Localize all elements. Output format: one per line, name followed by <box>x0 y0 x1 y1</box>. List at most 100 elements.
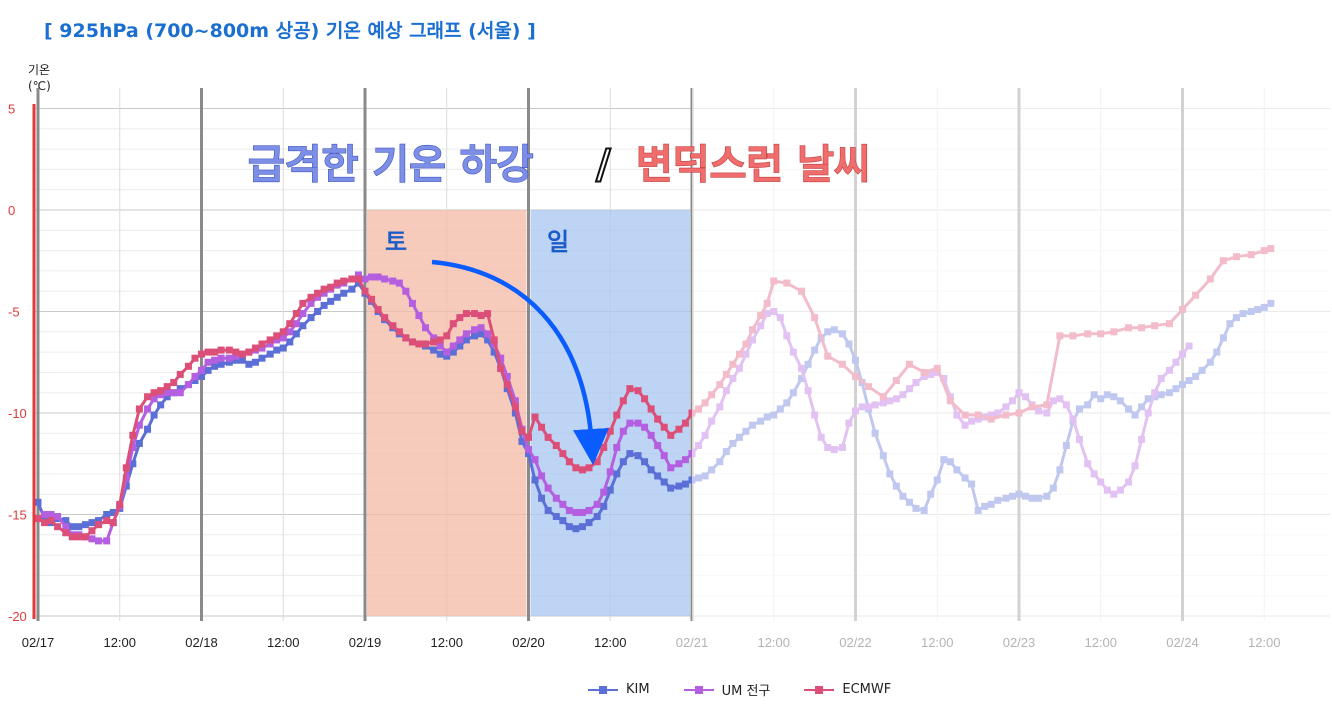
y-tick-label: 5 <box>8 102 15 117</box>
data-point-kim <box>354 279 362 287</box>
data-point-ecmwf <box>538 423 546 431</box>
data-point-kim <box>654 472 662 480</box>
data-point-kim <box>572 525 580 533</box>
data-point-um <box>286 328 294 336</box>
data-point-ecmwf <box>279 328 287 336</box>
data-point-ecmwf <box>88 527 96 535</box>
data-point-um <box>88 535 96 543</box>
legend-label-kim: KIM <box>626 682 650 697</box>
data-point-um <box>626 419 634 427</box>
annotations: 급격한 기온 하강 / 변덕스런 날씨 토 일 <box>248 141 871 465</box>
data-point-kim <box>217 360 225 368</box>
data-point-um <box>477 324 485 332</box>
data-point-um <box>471 326 479 334</box>
data-point-um <box>538 472 546 480</box>
data-point-um <box>667 464 675 472</box>
data-point-ecmwf <box>94 521 102 529</box>
data-point-ecmwf <box>456 314 464 322</box>
data-point-um <box>544 484 552 492</box>
data-point-kim <box>667 484 675 492</box>
data-point-ecmwf <box>198 350 205 358</box>
data-point-ecmwf <box>552 441 560 449</box>
sunday-shade <box>530 210 690 616</box>
data-point-ecmwf <box>626 385 634 393</box>
data-point-ecmwf <box>258 340 266 348</box>
data-point-ecmwf <box>471 310 479 318</box>
legend-item-kim[interactable]: KIM <box>588 680 650 699</box>
annotation-separator: / <box>596 142 611 188</box>
sunday-label: 일 <box>547 228 569 256</box>
data-point-um <box>122 474 130 482</box>
data-point-kim <box>477 330 485 338</box>
data-point-kim <box>94 517 102 525</box>
data-point-um <box>395 279 403 287</box>
data-point-ecmwf <box>565 458 573 466</box>
data-point-ecmwf <box>667 431 675 439</box>
data-point-ecmwf <box>191 354 199 362</box>
data-point-ecmwf <box>354 275 362 283</box>
data-point-kim <box>109 508 117 516</box>
data-point-ecmwf <box>585 464 593 472</box>
legend-item-ecmwf[interactable]: ECMWF <box>804 680 891 699</box>
data-point-um <box>606 468 614 476</box>
data-point-um <box>144 405 152 413</box>
y-tick-label: 0 <box>8 203 15 218</box>
data-point-kim <box>340 289 348 297</box>
data-point-um <box>600 488 608 496</box>
data-point-kim <box>320 301 328 309</box>
data-point-ecmwf <box>462 310 470 318</box>
data-point-um <box>232 352 240 360</box>
data-point-kim <box>266 350 274 358</box>
y-tick-label: -20 <box>8 609 27 624</box>
data-point-um <box>565 506 573 514</box>
data-point-kim <box>538 494 546 502</box>
data-point-um <box>408 299 416 307</box>
data-point-um <box>402 287 410 295</box>
annotation-fickle-weather: 변덕스런 날씨 <box>636 142 871 188</box>
data-point-um <box>559 500 567 508</box>
legend: KIM UM 전구 ECMWF <box>588 680 891 699</box>
data-point-ecmwf <box>217 346 225 354</box>
data-point-kim <box>191 377 199 385</box>
data-point-ecmwf <box>613 411 621 419</box>
data-point-um <box>54 513 62 521</box>
data-point-ecmwf <box>559 450 567 458</box>
data-point-um <box>641 423 649 431</box>
data-point-ecmwf <box>340 277 348 285</box>
data-point-kim <box>436 350 444 358</box>
data-point-ecmwf <box>525 433 532 441</box>
data-point-kim <box>81 521 89 529</box>
data-point-kim <box>600 502 608 510</box>
data-point-um <box>292 320 300 328</box>
data-point-um <box>578 508 586 516</box>
x-tick-label: 02/24 <box>1166 635 1199 650</box>
legend-item-um[interactable]: UM 전구 <box>683 680 770 699</box>
y-axis-title-line2: (℃) <box>28 79 51 93</box>
data-point-ecmwf <box>660 423 668 431</box>
y-tick-label: -15 <box>8 508 27 523</box>
data-point-kim <box>430 346 438 354</box>
data-point-kim <box>34 498 42 506</box>
data-point-um <box>314 293 322 301</box>
data-point-um <box>135 421 143 429</box>
data-point-kim <box>626 450 634 458</box>
x-tick-label: 02/21 <box>676 635 709 650</box>
data-point-um <box>462 330 470 338</box>
data-point-ecmwf <box>511 403 519 411</box>
data-point-ecmwf <box>681 419 689 427</box>
data-point-kim <box>122 482 130 490</box>
data-point-kim <box>559 517 567 525</box>
data-point-um <box>273 336 281 344</box>
data-point-kim <box>198 372 205 380</box>
data-point-kim <box>449 348 457 356</box>
data-point-kim <box>273 346 281 354</box>
data-point-ecmwf <box>415 340 423 348</box>
data-point-kim <box>232 356 240 364</box>
data-point-ecmwf <box>544 433 552 441</box>
data-point-um <box>381 275 389 283</box>
data-point-ecmwf <box>436 336 444 344</box>
data-point-kim <box>634 452 642 460</box>
x-tick-label: 02/18 <box>185 635 218 650</box>
data-point-um <box>619 427 627 435</box>
data-point-um <box>361 275 369 283</box>
